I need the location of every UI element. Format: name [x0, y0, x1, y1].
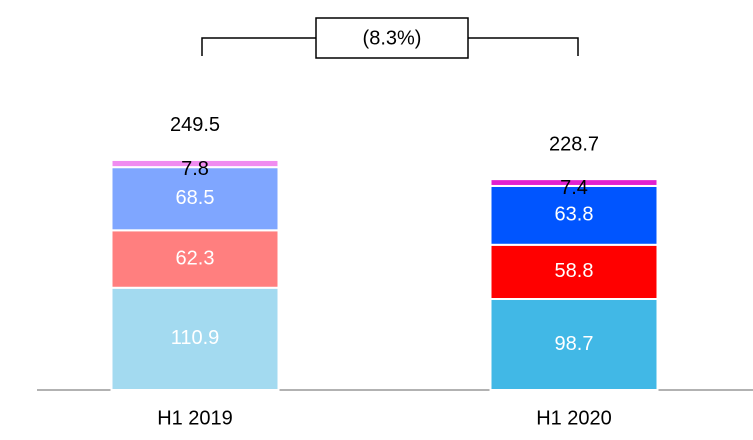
x-tick-label: H1 2019	[157, 407, 233, 429]
value-label: 98.7	[555, 333, 594, 355]
bar-segment	[489, 184, 659, 246]
value-label: 110.9	[171, 327, 220, 349]
annotation: (8.3%)	[363, 27, 422, 49]
bar-segment	[110, 166, 280, 232]
value-label: 7.4	[560, 177, 588, 199]
value-label: 68.5	[176, 187, 215, 209]
bar-segment	[110, 158, 280, 169]
value-label: 58.8	[555, 260, 594, 282]
value-label: 7.8	[181, 158, 209, 180]
total-label: 228.7	[549, 133, 599, 155]
value-label: 63.8	[555, 204, 594, 226]
annotation-box	[315, 17, 469, 59]
bracket	[201, 37, 579, 56]
x-tick-label: H1 2020	[536, 407, 612, 429]
total-label: 249.5	[170, 114, 220, 136]
bar-segment	[489, 178, 659, 187]
bar-segment	[489, 297, 659, 391]
bar-segment	[110, 229, 280, 289]
value-label: 62.3	[176, 247, 215, 269]
